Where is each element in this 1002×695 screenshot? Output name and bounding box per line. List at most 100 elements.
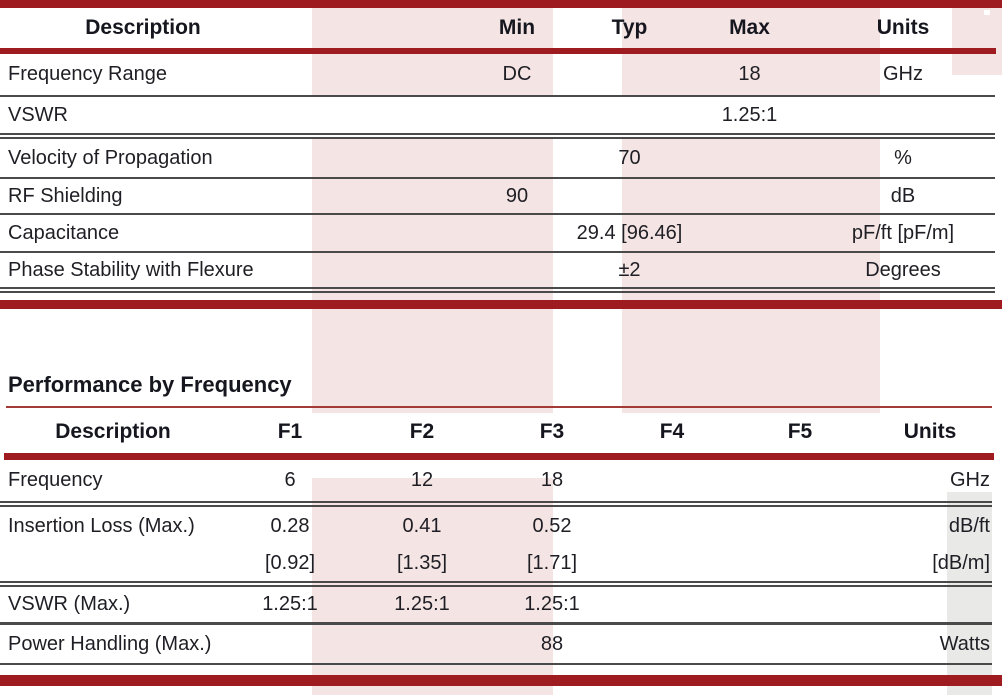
header-rule	[4, 453, 994, 460]
table-end-separator	[0, 287, 995, 293]
table-end-bar	[0, 675, 1002, 686]
table-row: RF Shielding 90 dB	[0, 179, 1002, 213]
column-stripe-gray	[947, 492, 992, 695]
row-label: RF Shielding	[8, 185, 123, 207]
cell-units: [dB/m]	[932, 552, 990, 574]
table-header-row: Description F1 F2 F3 F4 F5 Units	[0, 410, 1002, 453]
row-separator	[0, 251, 995, 253]
cell-f4	[612, 507, 732, 545]
cell-f2	[362, 625, 482, 663]
column-stripe	[312, 138, 553, 413]
cell-f4	[612, 460, 732, 501]
header-f1: F1	[277, 420, 303, 443]
column-stripe	[952, 8, 1002, 75]
cell-f1: 0.28	[270, 515, 310, 537]
title-rule	[6, 406, 992, 408]
cell-typ: 70	[618, 147, 641, 169]
cell-min: 90	[505, 185, 529, 207]
cell-max	[677, 179, 822, 213]
cell-units: dB/ft	[948, 515, 990, 537]
cell-units: dB	[890, 185, 916, 207]
cell-f4	[612, 587, 732, 622]
row-label: Capacitance	[8, 222, 120, 244]
row-separator	[0, 177, 995, 179]
row-label: Phase Stability with Flexure	[8, 259, 254, 281]
table-row: Power Handling (Max.) 88 Watts	[0, 625, 1002, 663]
column-stripe	[622, 138, 880, 413]
cell-f2: 1.25:1	[394, 593, 450, 615]
cell-units: Degrees	[865, 259, 941, 281]
cell-f3: 18	[540, 469, 564, 491]
table-end-bar	[0, 300, 1002, 309]
cell-max: 18	[738, 63, 761, 85]
row-separator-double	[0, 581, 992, 587]
table-row: Frequency Range DC 18 GHz	[0, 54, 1002, 95]
row-label: Frequency	[8, 469, 103, 491]
header-description: Description	[55, 420, 171, 443]
row-label: Frequency Range	[8, 63, 167, 85]
cell-max	[677, 215, 822, 251]
cell-units	[810, 97, 996, 133]
cell-f2: 0.41	[402, 515, 442, 537]
table-row: Phase Stability with Flexure ±2 Degrees	[0, 253, 1002, 287]
cell-units: Watts	[939, 633, 990, 655]
header-description: Description	[85, 16, 201, 39]
cell-min: DC	[502, 63, 532, 85]
table-row: VSWR (Max.) 1.25:1 1.25:1 1.25:1	[0, 587, 1002, 622]
table-row: VSWR 1.25:1	[0, 97, 1002, 133]
row-label: Velocity of Propagation	[8, 147, 213, 169]
table-row: [0.92] [1.35] [1.71] [dB/m]	[0, 545, 1002, 581]
cell-max: 1.25:1	[721, 104, 778, 126]
table-row: Velocity of Propagation 70 %	[0, 139, 1002, 177]
row-separator	[0, 95, 995, 97]
cell-f1: 6	[284, 469, 296, 491]
cell-units: GHz	[883, 63, 923, 85]
cell-typ: ±2	[618, 259, 641, 281]
cell-max	[677, 139, 822, 177]
header-f4: F4	[659, 420, 685, 443]
cell-units: GHz	[950, 469, 990, 491]
header-units: Units	[876, 16, 930, 39]
table-header-row: Description Min Typ Max Units	[0, 8, 1002, 48]
cell-f4	[612, 545, 732, 581]
cell-f2: 12	[410, 469, 434, 491]
row-label: VSWR	[8, 104, 68, 126]
cell-max	[677, 253, 822, 287]
table-row: Frequency 6 12 18 GHz	[0, 460, 1002, 501]
cell-f3: [1.71]	[526, 552, 578, 574]
row-label: Power Handling (Max.)	[8, 633, 212, 655]
cell-f3: 1.25:1	[524, 593, 580, 615]
cell-f2: [1.35]	[396, 552, 448, 574]
row-label: Insertion Loss (Max.)	[8, 515, 195, 537]
row-separator-double	[0, 133, 995, 139]
header-min: Min	[498, 16, 536, 39]
cell-units	[820, 587, 990, 622]
cell-typ: 29.4 [96.46]	[576, 222, 683, 244]
cell-f4	[612, 625, 732, 663]
header-max: Max	[729, 16, 770, 39]
row-separator	[0, 213, 995, 215]
header-typ: Typ	[611, 16, 648, 39]
row-separator	[0, 622, 992, 625]
top-banner-bar	[0, 0, 1002, 8]
row-separator-double	[0, 501, 992, 507]
header-f2: F2	[409, 420, 435, 443]
section-title: Performance by Frequency	[8, 372, 292, 397]
row-separator	[0, 663, 992, 665]
row-label: VSWR (Max.)	[8, 593, 131, 615]
header-f3: F3	[539, 420, 565, 443]
cell-units: pF/ft [pF/m]	[851, 222, 955, 244]
cell-f1: 1.25:1	[262, 593, 318, 615]
header-rule	[0, 48, 996, 54]
cell-f3: 0.52	[532, 515, 572, 537]
cell-f3: 88	[540, 633, 564, 655]
header-f5: F5	[787, 420, 813, 443]
cell-units: %	[894, 147, 912, 169]
table-row: Insertion Loss (Max.) 0.28 0.41 0.52 dB/…	[0, 507, 1002, 545]
row-label	[8, 545, 230, 581]
header-units: Units	[903, 420, 957, 443]
cell-f1	[230, 625, 350, 663]
table-row: Capacitance 29.4 [96.46] pF/ft [pF/m]	[0, 215, 1002, 251]
cell-f1: [0.92]	[264, 552, 316, 574]
